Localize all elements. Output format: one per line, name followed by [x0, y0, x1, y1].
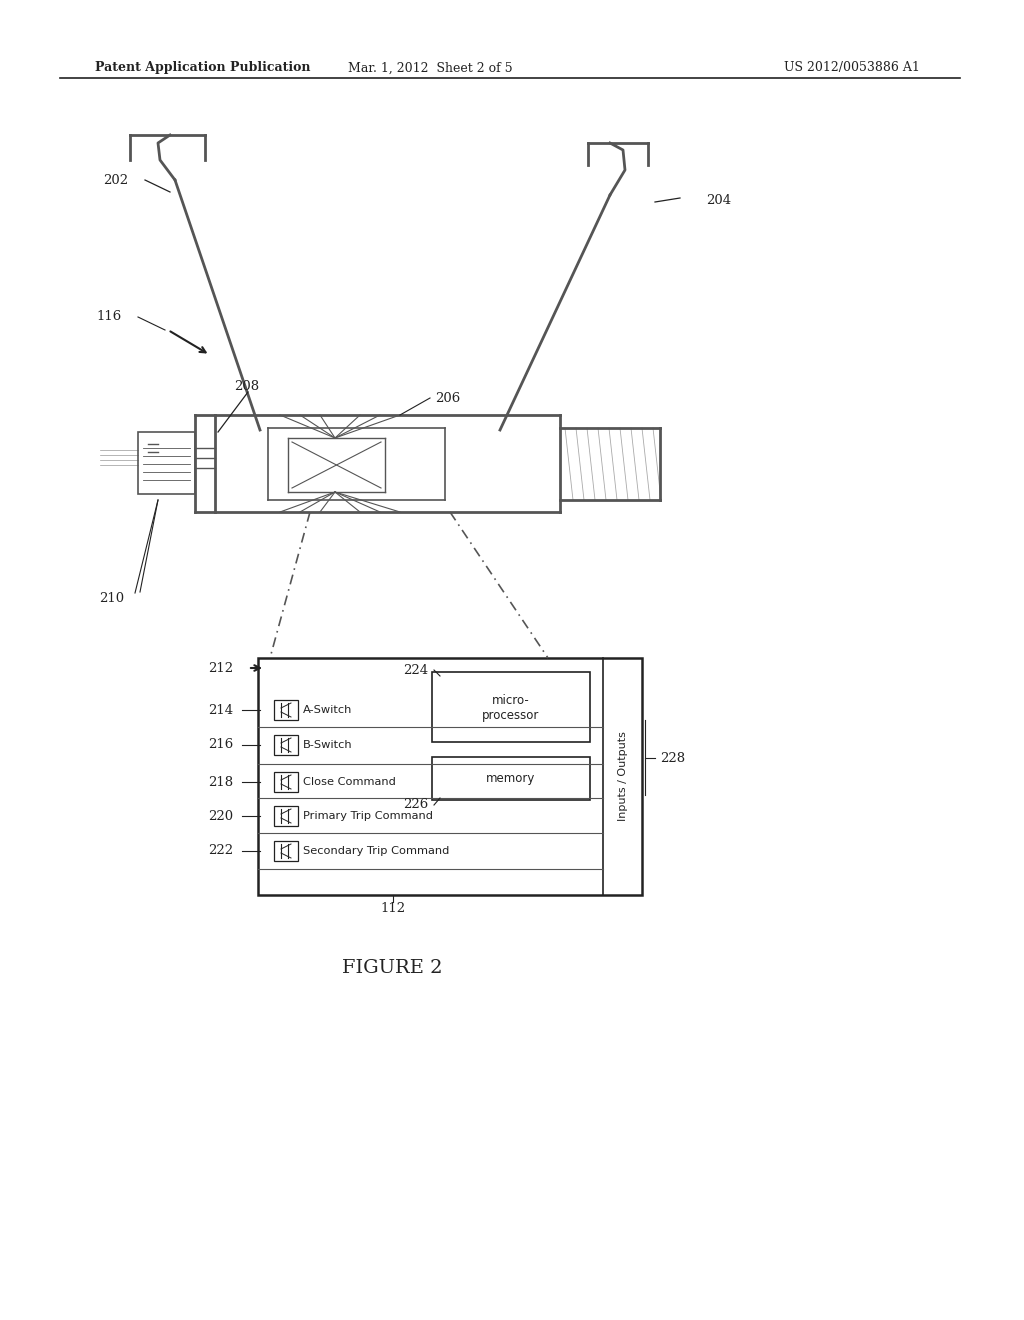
- Text: 220: 220: [208, 809, 233, 822]
- Text: 116: 116: [96, 310, 122, 323]
- Text: Inputs / Outputs: Inputs / Outputs: [617, 731, 628, 821]
- Text: 202: 202: [102, 173, 128, 186]
- Text: 212: 212: [208, 661, 233, 675]
- Bar: [274, 772, 298, 792]
- Text: A-Switch: A-Switch: [303, 705, 352, 715]
- Text: 210: 210: [99, 591, 125, 605]
- Text: Primary Trip Command: Primary Trip Command: [303, 810, 433, 821]
- Bar: [274, 700, 298, 719]
- Bar: [432, 756, 590, 800]
- Text: memory: memory: [486, 772, 536, 785]
- Text: US 2012/0053886 A1: US 2012/0053886 A1: [784, 62, 920, 74]
- Text: B-Switch: B-Switch: [303, 741, 352, 750]
- Text: Mar. 1, 2012  Sheet 2 of 5: Mar. 1, 2012 Sheet 2 of 5: [348, 62, 512, 74]
- Bar: [432, 672, 590, 742]
- Text: 228: 228: [660, 751, 685, 764]
- Text: Secondary Trip Command: Secondary Trip Command: [303, 846, 450, 855]
- Bar: [274, 807, 298, 826]
- Text: Close Command: Close Command: [303, 777, 396, 787]
- Text: 206: 206: [435, 392, 460, 404]
- Bar: [138, 432, 195, 494]
- Text: 204: 204: [706, 194, 731, 206]
- Bar: [274, 735, 298, 755]
- Bar: [274, 841, 298, 861]
- Text: 226: 226: [402, 799, 428, 812]
- Text: 216: 216: [208, 738, 233, 751]
- Text: FIGURE 2: FIGURE 2: [342, 960, 442, 977]
- Text: 112: 112: [381, 902, 406, 915]
- Text: 224: 224: [402, 664, 428, 676]
- Text: processor: processor: [482, 709, 540, 722]
- Text: micro-: micro-: [493, 694, 529, 708]
- Bar: [258, 657, 642, 895]
- Text: 214: 214: [208, 704, 233, 717]
- Text: 218: 218: [208, 776, 233, 788]
- Text: 208: 208: [234, 380, 259, 393]
- Text: 222: 222: [208, 845, 233, 858]
- Text: Patent Application Publication: Patent Application Publication: [95, 62, 310, 74]
